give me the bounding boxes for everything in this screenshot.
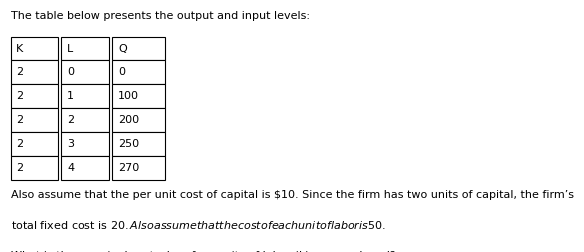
Bar: [11, 84, 58, 108]
Text: 2: 2: [16, 139, 23, 149]
Bar: [112, 84, 165, 108]
Text: 2: 2: [16, 91, 23, 101]
Bar: [61, 84, 109, 108]
Text: Q: Q: [118, 44, 127, 53]
Text: K: K: [16, 44, 23, 53]
Bar: [11, 60, 58, 84]
Bar: [61, 37, 109, 60]
Text: 4: 4: [67, 163, 74, 173]
Text: L: L: [67, 44, 74, 53]
Bar: [11, 132, 58, 156]
Bar: [61, 156, 109, 180]
Bar: [61, 60, 109, 84]
Bar: [11, 37, 58, 60]
Bar: [11, 108, 58, 132]
Text: 2: 2: [16, 163, 23, 173]
Text: 0: 0: [118, 68, 125, 77]
Text: The table below presents the output and input levels:: The table below presents the output and …: [11, 11, 310, 21]
Bar: [112, 60, 165, 84]
Text: 0: 0: [67, 68, 74, 77]
Bar: [112, 156, 165, 180]
Text: 200: 200: [118, 115, 139, 125]
Text: 100: 100: [118, 91, 139, 101]
Bar: [112, 108, 165, 132]
Text: 250: 250: [118, 139, 139, 149]
Text: Also assume that the per unit cost of capital is $10. Since the firm has two uni: Also assume that the per unit cost of ca…: [11, 190, 573, 200]
Bar: [112, 37, 165, 60]
Text: 1: 1: [67, 91, 74, 101]
Bar: [61, 108, 109, 132]
Text: total fixed cost is $20. Also assume that the cost of each unit of labor is $50.: total fixed cost is $20. Also assume tha…: [11, 219, 385, 231]
Text: What is the marginal cost when four units of labor (L) are employed?: What is the marginal cost when four unit…: [11, 251, 395, 252]
Bar: [11, 156, 58, 180]
Bar: [112, 132, 165, 156]
Text: 3: 3: [67, 139, 74, 149]
Text: 2: 2: [16, 68, 23, 77]
Text: 2: 2: [67, 115, 74, 125]
Text: 2: 2: [16, 115, 23, 125]
Bar: [61, 132, 109, 156]
Text: 270: 270: [118, 163, 139, 173]
